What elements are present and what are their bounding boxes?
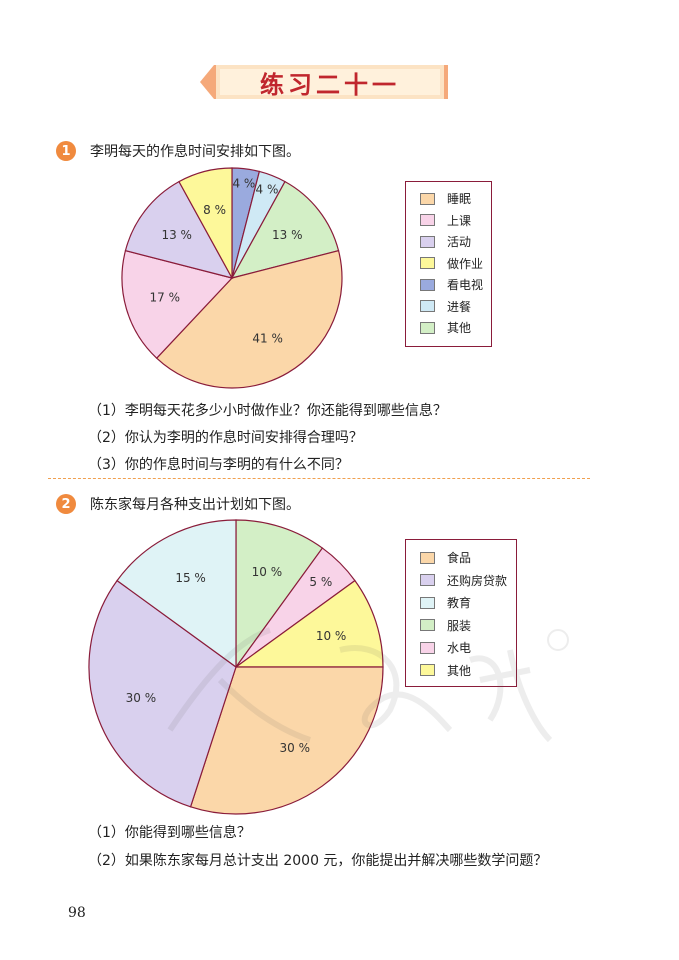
schedule-label-4: 4 % (232, 177, 255, 191)
schedule-slice-6 (230, 180, 340, 279)
schedule-legend-item-1: 上课 (420, 212, 471, 229)
question-1-sub-2: （2）你认为李明的作息时间安排得合理吗？ (88, 430, 363, 446)
legend-expenses: 食品还购房贷款教育服装水电其他 (405, 539, 517, 687)
expenses-legend-label-3: 服装 (447, 618, 472, 633)
page-number: 98 (68, 905, 86, 921)
schedule-legend-swatch-6 (420, 321, 435, 334)
question-2-sub-1: （1）你能得到哪些信息？ (88, 825, 251, 841)
expenses-legend-swatch-0 (420, 551, 435, 564)
question-1-sub-3: （3）你的作息时间与李明的有什么不同？ (88, 457, 349, 473)
schedule-label-5: 4 % (256, 183, 279, 197)
expenses-label-5: 10 % (316, 629, 347, 643)
schedule-legend-swatch-4 (420, 278, 435, 291)
section-divider (48, 478, 590, 479)
expenses-legend-label-0: 食品 (447, 551, 472, 565)
expenses-label-3: 10 % (252, 565, 283, 579)
expenses-legend-label-5: 其他 (447, 663, 472, 678)
expenses-label-1: 30 % (126, 691, 157, 705)
schedule-slice-1 (121, 249, 234, 360)
expenses-legend-item-5: 其他 (420, 662, 471, 679)
title-banner-shape (200, 65, 448, 99)
expenses-legend-swatch-1 (420, 574, 435, 586)
schedule-legend-item-2: 活动 (420, 233, 471, 250)
expenses-slice-5 (234, 579, 384, 668)
question-1-number: 1 (56, 141, 76, 161)
schedule-legend-label-4: 看电视 (447, 278, 484, 292)
schedule-slice-2 (124, 180, 234, 279)
schedule-legend-label-3: 做作业 (447, 256, 484, 271)
question-2-number: 2 (56, 494, 76, 514)
expenses-legend-item-1: 还购房贷款 (420, 572, 507, 589)
schedule-legend-item-0: 睡眠 (420, 190, 471, 207)
schedule-legend-label-1: 上课 (447, 213, 472, 228)
schedule-label-3: 8 % (203, 203, 226, 217)
expenses-slice-2 (116, 519, 237, 669)
schedule-legend-item-4: 看电视 (420, 276, 483, 293)
question-1-sub-1: （1）李明每天花多少小时做作业？你还能得到哪些信息？ (88, 403, 447, 419)
schedule-slice-3 (178, 167, 233, 279)
expenses-legend-swatch-3 (420, 619, 435, 631)
expenses-legend-swatch-5 (420, 664, 435, 676)
schedule-label-1: 17 % (150, 291, 181, 305)
expenses-legend-label-4: 水电 (447, 641, 472, 655)
title-banner: 练习二十一 (200, 62, 448, 102)
schedule-legend-label-2: 活动 (447, 235, 472, 249)
expenses-legend-swatch-2 (420, 596, 435, 609)
expenses-legend-label-1: 还购房贷款 (447, 573, 508, 588)
schedule-legend-label-0: 睡眠 (447, 192, 472, 206)
expenses-label-0: 30 % (280, 741, 311, 755)
legend-schedule: 睡眠上课活动做作业看电视进餐其他 (405, 181, 492, 347)
expenses-label-2: 15 % (175, 571, 206, 585)
question-1-text: 李明每天的作息时间安排如下图。 (90, 144, 300, 160)
expenses-legend-item-4: 水电 (420, 639, 471, 656)
question-2-text: 陈东家每月各种支出计划如下图。 (90, 497, 300, 513)
schedule-slice-0 (155, 249, 343, 389)
schedule-legend-label-6: 其他 (447, 321, 472, 335)
expenses-legend-item-0: 食品 (420, 549, 471, 566)
schedule-legend-item-5: 进餐 (420, 298, 471, 315)
schedule-legend-swatch-1 (420, 214, 435, 226)
schedule-legend-item-6: 其他 (420, 319, 471, 336)
expenses-slice-0 (189, 666, 384, 815)
schedule-label-6: 13 % (272, 228, 303, 242)
page-title: 练习二十一 (260, 69, 400, 99)
expenses-legend-swatch-4 (420, 641, 435, 654)
question-2-sub-2: （2）如果陈东家每月总计支出 2000 元，你能提出并解决哪些数学问题？ (88, 853, 548, 869)
schedule-legend-label-5: 进餐 (447, 299, 472, 314)
schedule-label-0: 41 % (252, 331, 283, 345)
schedule-legend-item-3: 做作业 (420, 255, 483, 272)
schedule-legend-swatch-2 (420, 235, 435, 248)
expenses-legend-label-2: 教育 (447, 596, 472, 610)
expenses-slice-1 (88, 579, 237, 808)
expenses-label-4: 5 % (309, 575, 332, 589)
expenses-slice-3 (235, 519, 324, 669)
expenses-legend-item-3: 服装 (420, 617, 471, 634)
schedule-legend-swatch-3 (420, 257, 435, 269)
schedule-legend-swatch-5 (420, 300, 435, 312)
schedule-legend-swatch-0 (420, 192, 435, 205)
schedule-label-2: 13 % (161, 228, 192, 242)
expenses-legend-item-2: 教育 (420, 594, 471, 611)
